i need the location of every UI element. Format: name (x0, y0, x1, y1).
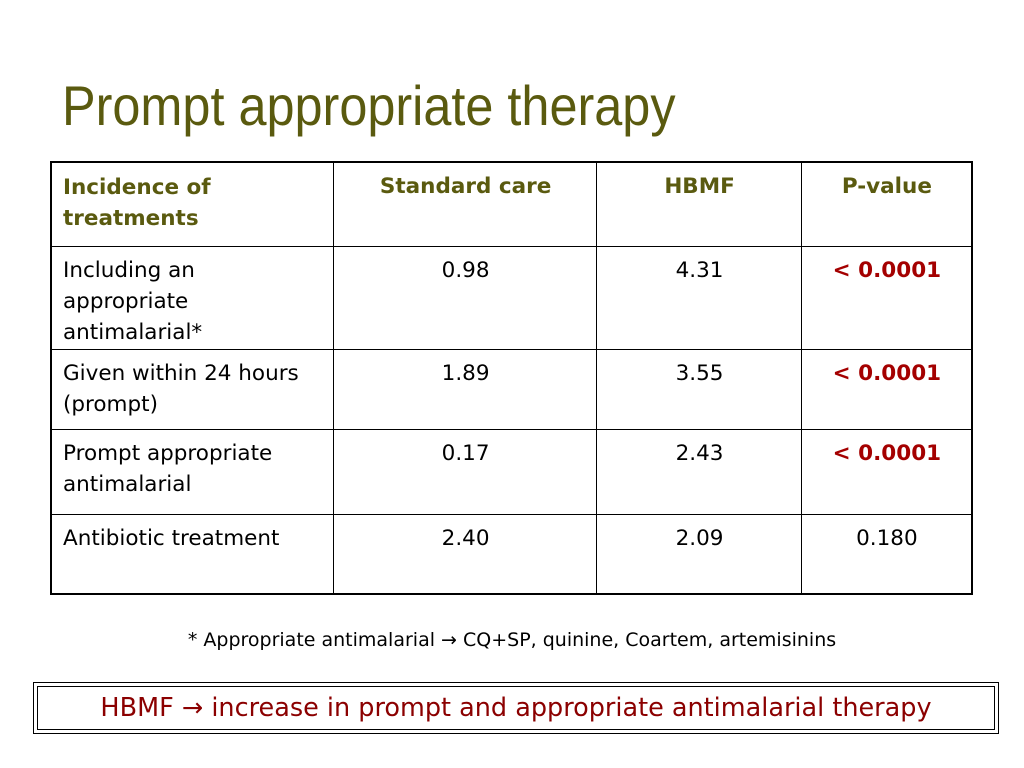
hbmf-value: 2.43 (596, 428, 802, 515)
table-row: Given within 24 hours (prompt) 1.89 3.55… (50, 348, 973, 430)
hbmf-value: 4.31 (596, 245, 802, 350)
hbmf-value: 3.55 (596, 348, 802, 430)
table-header-row: Incidence of treatments Standard care HB… (50, 161, 973, 247)
p-value: < 0.0001 (800, 428, 973, 515)
conclusion-box: HBMF → increase in prompt and appropriat… (33, 682, 999, 734)
standard-care-value: 0.17 (332, 428, 598, 515)
table-row: Antibiotic treatment 2.40 2.09 0.180 (50, 513, 973, 595)
column-header: P-value (800, 161, 973, 247)
p-value: < 0.0001 (800, 348, 973, 430)
column-header: Standard care (332, 161, 598, 247)
slide-title: Prompt appropriate therapy (62, 74, 676, 137)
standard-care-value: 2.40 (332, 513, 598, 595)
column-header: HBMF (596, 161, 802, 247)
p-value: < 0.0001 (800, 245, 973, 350)
hbmf-value: 2.09 (596, 513, 802, 595)
standard-care-value: 1.89 (332, 348, 598, 430)
column-header: Incidence of treatments (50, 161, 334, 247)
table-row: Including an appropriate antimalarial* 0… (50, 245, 973, 350)
row-label: Including an appropriate antimalarial* (50, 245, 334, 350)
table-row: Prompt appropriate antimalarial 0.17 2.4… (50, 428, 973, 515)
footnote: * Appropriate antimalarial → CQ+SP, quin… (187, 629, 837, 651)
standard-care-value: 0.98 (332, 245, 598, 350)
row-label: Prompt appropriate antimalarial (50, 428, 334, 515)
conclusion-text: HBMF → increase in prompt and appropriat… (37, 686, 995, 730)
row-label: Antibiotic treatment (50, 513, 334, 595)
data-table: Incidence of treatments Standard care HB… (50, 161, 973, 595)
p-value: 0.180 (800, 513, 973, 595)
row-label: Given within 24 hours (prompt) (50, 348, 334, 430)
